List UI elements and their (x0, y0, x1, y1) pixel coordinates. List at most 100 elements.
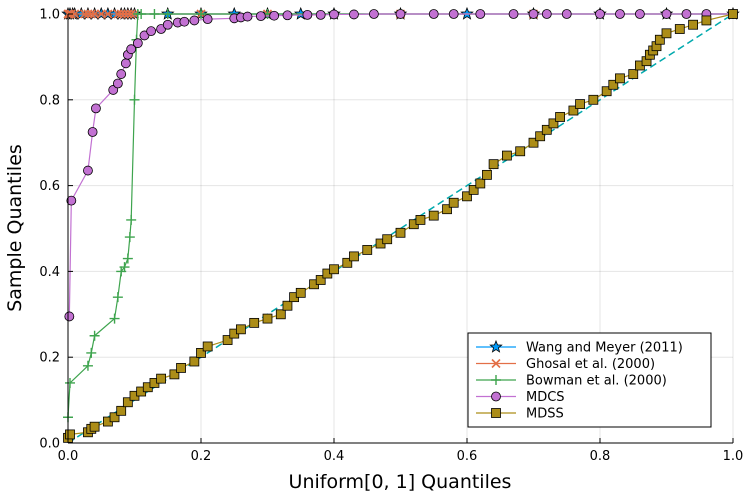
y-tick-label: 0.6 (39, 179, 60, 194)
data-point (126, 9, 136, 19)
legend: Wang and Meyer (2011)Ghosal et al. (2000… (467, 332, 712, 428)
y-tick-label: 0.0 (39, 437, 60, 452)
data-point (442, 204, 452, 215)
data-point (501, 150, 512, 161)
data-point (615, 73, 625, 84)
series-layer (61, 6, 740, 443)
data-point (615, 9, 625, 19)
data-point (129, 94, 140, 105)
data-point (116, 69, 127, 79)
data-point (162, 9, 173, 19)
data-point (66, 195, 77, 206)
data-point (116, 405, 127, 416)
data-point (89, 330, 100, 341)
data-point (428, 9, 439, 19)
data-point (415, 215, 426, 225)
data-point (628, 69, 639, 79)
data-point (91, 103, 101, 114)
data-point (103, 9, 113, 19)
x-tick-labels: 0.0 0.2 0.4 0.6 0.8 1.0 (58, 449, 744, 464)
data-point (202, 14, 213, 25)
y-tick-label: 0.8 (39, 93, 60, 108)
data-point (126, 214, 137, 225)
x-tick-label: 0.6 (457, 449, 478, 464)
data-point (196, 9, 206, 19)
data-point (80, 9, 90, 19)
data-point (462, 191, 472, 202)
data-point (528, 137, 539, 148)
data-point (601, 86, 612, 97)
y-tick-label: 0.2 (39, 351, 60, 366)
data-point (116, 9, 126, 19)
data-point (608, 79, 619, 90)
data-point (575, 99, 585, 109)
data-point (146, 26, 157, 37)
data-point (728, 9, 738, 19)
data-point (113, 9, 123, 19)
data-point (86, 347, 97, 358)
data-point (428, 210, 439, 221)
x-axis-label: Uniform[0, 1] Quantiles (289, 471, 512, 493)
data-point (189, 15, 200, 26)
legend-marker (491, 408, 501, 418)
x-tick-label: 0.2 (191, 449, 212, 464)
data-point (468, 184, 479, 195)
data-point (329, 9, 339, 20)
data-point (179, 16, 190, 27)
data-point (661, 9, 672, 19)
data-point (475, 178, 486, 189)
data-point (282, 10, 293, 21)
data-point (119, 262, 130, 273)
y-tick-label: 0.4 (39, 265, 60, 280)
data-point (124, 232, 135, 243)
data-point (541, 9, 552, 19)
x-tick-label: 0.8 (590, 449, 611, 464)
series-group (63, 9, 738, 443)
data-point (342, 257, 353, 268)
data-point (395, 227, 406, 238)
data-point (275, 309, 286, 320)
data-point (688, 19, 698, 30)
data-point (255, 11, 266, 22)
legend-marker (491, 375, 501, 385)
data-point (302, 9, 313, 20)
data-point (202, 341, 213, 352)
data-point (535, 131, 546, 142)
y-axis-label: Sample Quantiles (4, 144, 26, 312)
data-point (282, 300, 293, 311)
data-point (515, 146, 526, 157)
data-point (561, 9, 572, 19)
x-tick-label: 1.0 (723, 449, 744, 464)
data-point (488, 159, 499, 170)
data-point (126, 44, 137, 55)
data-point (448, 9, 459, 19)
data-point (362, 245, 373, 255)
data-point (156, 373, 167, 384)
data-point (235, 324, 246, 335)
data-point (329, 264, 339, 275)
data-point (169, 369, 180, 380)
data-point (482, 169, 492, 180)
data-point (65, 429, 75, 440)
data-point (109, 412, 120, 423)
data-point (349, 251, 359, 262)
data-point (681, 9, 692, 19)
y-tick-labels: 0.0 0.2 0.4 0.6 0.8 1.0 (39, 8, 60, 452)
legend-label: Bowman et al. (2000) (526, 374, 667, 389)
data-point (249, 317, 260, 328)
axes (67, 13, 734, 444)
data-point (189, 356, 200, 367)
data-point (112, 78, 123, 89)
series-line (68, 13, 733, 317)
data-point (269, 10, 280, 21)
data-point (96, 9, 106, 19)
data-point (83, 165, 93, 176)
data-point (262, 313, 273, 324)
data-point (701, 15, 712, 26)
data-point (548, 118, 559, 129)
legend-label: Ghosal et al. (2000) (526, 357, 655, 372)
data-point (149, 9, 160, 19)
legend-label: MDCS (526, 390, 565, 405)
data-point (196, 348, 206, 358)
